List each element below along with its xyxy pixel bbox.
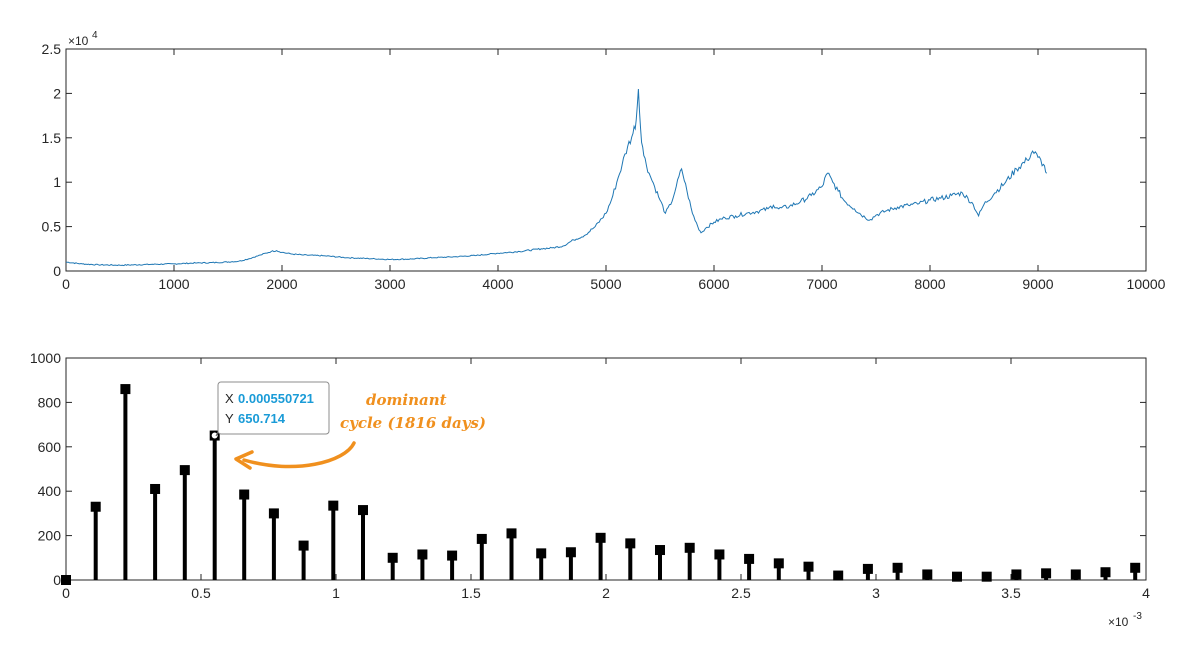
top-xtick-label: 3000 [374, 276, 405, 292]
top-xtick-label: 8000 [914, 276, 945, 292]
datatip-x-key: X [225, 391, 234, 406]
bottom-xtick-label: 0 [62, 585, 70, 601]
stem-marker [1130, 562, 1141, 573]
stem-marker [239, 489, 250, 500]
annotation-arrow-head [234, 450, 254, 470]
stem-marker [268, 508, 279, 519]
stem-marker [61, 575, 71, 585]
annotation-line-1: dominant [366, 391, 447, 409]
top-xtick-label: 2000 [266, 276, 297, 292]
top-ytick-label: 0 [53, 263, 61, 279]
stem-marker [952, 571, 962, 582]
bottom-xtick-label: 2 [602, 585, 610, 601]
stem-series [61, 384, 1141, 585]
top-xtick-label: 4000 [482, 276, 513, 292]
top-xtick-label: 7000 [806, 276, 837, 292]
top-xtick-label: 6000 [698, 276, 729, 292]
stem-marker [1100, 567, 1111, 578]
stem-marker [803, 561, 814, 572]
annotation-line-2: cycle (1816 days) [340, 414, 486, 432]
top-xtick-label: 0 [62, 276, 70, 292]
stem-marker [981, 571, 992, 582]
stem-marker [1011, 569, 1022, 580]
datatip-anchor [210, 431, 219, 440]
stem-marker [298, 540, 309, 551]
bottom-y-axis: 0 200 400 600 800 1000 [30, 350, 1146, 588]
stem-marker [565, 547, 576, 558]
stem-marker [833, 570, 844, 581]
datatip-connector [215, 431, 219, 437]
top-x-axis: 0 1000 2000 3000 4000 5000 6000 7000 8000 9000 100… [62, 49, 1166, 292]
top-ytick-label: 1.5 [42, 130, 62, 146]
bottom-xtick-label: 3 [872, 585, 880, 601]
bottom-ytick-label: 400 [38, 483, 62, 499]
top-plot-axes-box [65, 48, 1147, 272]
top-plot: 0 0.5 1 1.5 2 2.5 0 1000 2000 3000 4000 5000 6000 70… [42, 30, 1166, 292]
stem-marker [90, 501, 101, 512]
stem-marker [1041, 568, 1052, 579]
bottom-x-exponent-power: -3 [1133, 611, 1142, 622]
bottom-xtick-label: 3.5 [1001, 585, 1021, 601]
stem-marker [387, 552, 398, 563]
stem-marker [862, 563, 873, 574]
top-xtick-label: 10000 [1127, 276, 1166, 292]
stem-marker [358, 505, 368, 516]
stem-marker [922, 569, 933, 580]
bottom-xtick-label: 4 [1142, 585, 1150, 601]
bottom-x-axis: 0 0.5 1 1.5 2 2.5 3 3.5 4 [62, 358, 1150, 601]
top-ytick-label: 2 [53, 85, 61, 101]
bottom-ytick-label: 600 [38, 439, 62, 455]
stem-marker [447, 550, 458, 561]
top-ytick-label: 0.5 [42, 219, 62, 235]
bottom-ytick-label: 1000 [30, 350, 61, 366]
stem-marker [179, 465, 190, 476]
stem-marker [417, 549, 428, 560]
stem-marker [773, 558, 784, 569]
top-xtick-label: 1000 [158, 276, 189, 292]
bottom-ytick-label: 800 [38, 394, 62, 410]
top-ytick-label: 1 [53, 174, 61, 190]
stem-marker [476, 533, 487, 544]
bottom-xtick-label: 1 [332, 585, 340, 601]
bottom-ytick-label: 0 [53, 572, 61, 588]
top-y-axis: 0 0.5 1 1.5 2 2.5 [42, 41, 1146, 279]
bottom-xtick-label: 1.5 [461, 585, 481, 601]
bottom-xtick-label: 2.5 [731, 585, 751, 601]
stem-marker [684, 542, 695, 553]
annotation-arrow-curve [242, 441, 356, 469]
top-y-exponent-base: ×10 [68, 34, 89, 48]
stem-marker [536, 548, 547, 559]
datatip[interactable]: X 0.000550721 Y 650.714 [215, 381, 330, 437]
stem-marker [120, 384, 131, 395]
datatip-y-value: 650.714 [238, 411, 286, 426]
stem-marker [328, 500, 339, 511]
stem-marker [1070, 569, 1081, 580]
datatip-box [217, 381, 330, 435]
stem-marker [625, 538, 636, 549]
dominant-cycle-annotation: dominant cycle (1816 days) [234, 391, 486, 470]
stem-marker [744, 553, 755, 564]
top-y-exponent-power: 4 [92, 30, 98, 41]
bottom-x-exponent-base: ×10 [1108, 615, 1129, 629]
top-xtick-label: 9000 [1022, 276, 1053, 292]
stem-marker [506, 528, 517, 539]
bottom-xtick-label: 0.5 [191, 585, 211, 601]
stem-marker [655, 545, 665, 556]
stem-marker [595, 532, 606, 543]
datatip-y-key: Y [225, 411, 234, 426]
datatip-x-value: 0.000550721 [238, 391, 314, 406]
bottom-ytick-label: 200 [38, 528, 62, 544]
stem-marker [714, 549, 725, 560]
stem-marker [892, 562, 903, 573]
top-xtick-label: 5000 [590, 276, 621, 292]
top-series-line [65, 88, 1048, 267]
stem-marker [150, 483, 161, 494]
top-ytick-label: 2.5 [42, 41, 62, 57]
